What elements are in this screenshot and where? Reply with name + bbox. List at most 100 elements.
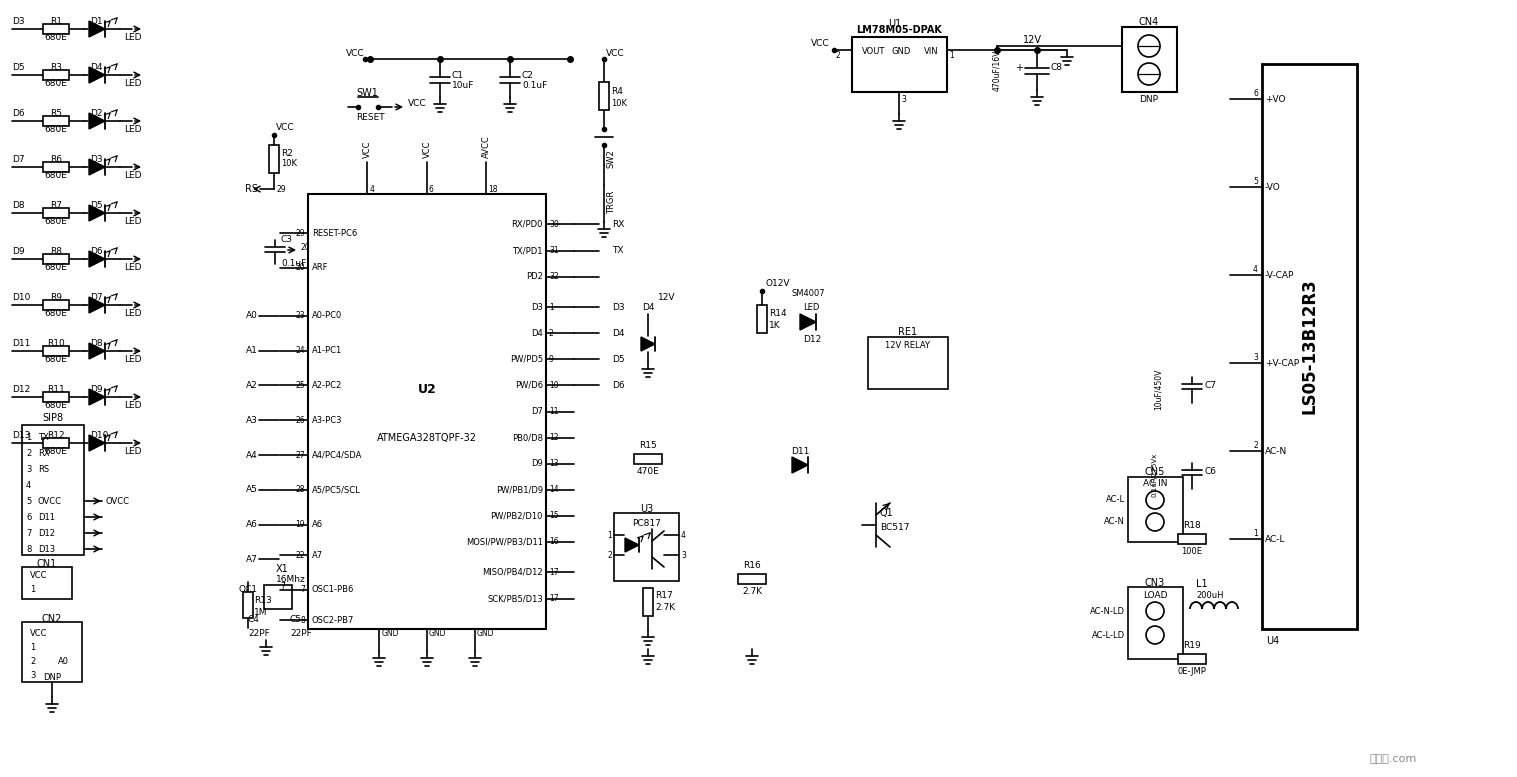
Text: 680E: 680E <box>44 78 67 88</box>
Text: VCC: VCC <box>346 48 366 57</box>
Text: C8: C8 <box>1051 64 1063 72</box>
Text: AC-L: AC-L <box>1265 535 1285 543</box>
Text: 9: 9 <box>549 355 554 364</box>
Text: 680E: 680E <box>44 170 67 179</box>
Text: VCC: VCC <box>30 570 47 580</box>
Text: C4: C4 <box>247 615 259 623</box>
Text: 2: 2 <box>30 657 35 667</box>
Text: 11: 11 <box>549 407 558 416</box>
Text: U1: U1 <box>887 19 901 29</box>
Text: OVCC: OVCC <box>106 497 130 506</box>
Text: 3: 3 <box>30 671 35 680</box>
Bar <box>634 454 661 464</box>
Text: A3-PC3: A3-PC3 <box>313 416 343 425</box>
Text: ATMEGA328TQPF-32: ATMEGA328TQPF-32 <box>378 433 476 443</box>
Text: 7: 7 <box>300 585 305 594</box>
Text: 18: 18 <box>488 186 498 194</box>
Text: R10: R10 <box>47 339 65 347</box>
Text: 1: 1 <box>30 643 35 653</box>
Text: D12: D12 <box>802 336 821 344</box>
Text: AC IN: AC IN <box>1142 479 1167 489</box>
Text: C2: C2 <box>522 71 534 79</box>
Bar <box>23 622 82 682</box>
Bar <box>1179 654 1206 664</box>
Text: A2-PC2: A2-PC2 <box>313 381 343 390</box>
Text: 3: 3 <box>26 465 32 473</box>
Polygon shape <box>90 67 105 83</box>
Text: AC-L: AC-L <box>1106 496 1126 504</box>
Text: RX: RX <box>38 448 50 458</box>
Text: PW/D6: PW/D6 <box>514 381 543 390</box>
Text: LOAD: LOAD <box>1142 591 1167 600</box>
Text: 680E: 680E <box>44 124 67 134</box>
Text: LED: LED <box>124 447 141 455</box>
Text: A4: A4 <box>246 451 258 459</box>
Text: 6: 6 <box>1253 89 1258 97</box>
Text: TRGR: TRGR <box>607 190 616 214</box>
Text: 10: 10 <box>549 381 558 390</box>
Text: +: + <box>1015 63 1022 73</box>
Circle shape <box>1145 513 1164 531</box>
Polygon shape <box>90 297 105 313</box>
Text: A5: A5 <box>246 486 258 494</box>
Text: RE1: RE1 <box>898 327 918 337</box>
Text: 0.1uF: 0.1uF <box>522 81 548 89</box>
Text: R16: R16 <box>743 562 762 570</box>
Text: A1: A1 <box>246 346 258 355</box>
Text: LED: LED <box>124 78 141 88</box>
Text: D5: D5 <box>611 355 625 364</box>
Circle shape <box>1145 626 1164 644</box>
Text: LED: LED <box>124 170 141 179</box>
Text: RESET: RESET <box>356 113 385 123</box>
Text: 5: 5 <box>26 497 32 506</box>
Text: L1: L1 <box>1195 579 1208 589</box>
Text: A0-PC0: A0-PC0 <box>313 312 343 320</box>
Text: A2: A2 <box>246 381 258 390</box>
Text: GND: GND <box>476 629 495 639</box>
Text: D13: D13 <box>38 545 55 553</box>
Text: D8: D8 <box>90 339 103 347</box>
Bar <box>1179 534 1206 544</box>
Text: R7: R7 <box>50 200 62 210</box>
Bar <box>1129 587 1183 659</box>
Text: 17: 17 <box>549 594 558 603</box>
Bar <box>757 305 768 333</box>
Text: D11: D11 <box>38 513 55 521</box>
Text: 6: 6 <box>26 513 32 521</box>
Text: C6: C6 <box>1204 466 1217 476</box>
Text: LED: LED <box>124 33 141 41</box>
Text: DNP: DNP <box>42 673 61 681</box>
Text: 20: 20 <box>296 263 305 273</box>
Text: R5: R5 <box>50 109 62 117</box>
Text: D10: D10 <box>90 430 108 440</box>
Text: 680E: 680E <box>44 308 67 318</box>
Text: 2.7K: 2.7K <box>742 587 762 597</box>
Text: R11: R11 <box>47 385 65 393</box>
Text: 6: 6 <box>429 186 434 194</box>
Bar <box>614 513 680 581</box>
Bar <box>42 346 68 356</box>
Text: CN1: CN1 <box>36 559 58 569</box>
Bar <box>42 392 68 402</box>
Text: 5: 5 <box>1253 176 1258 186</box>
Polygon shape <box>625 538 639 552</box>
Text: D4: D4 <box>611 329 625 338</box>
Text: MOSI/PW/PB3/D11: MOSI/PW/PB3/D11 <box>466 538 543 546</box>
Text: GND: GND <box>892 47 912 57</box>
Text: 31: 31 <box>549 246 558 255</box>
Text: 0.1uF: 0.1uF <box>281 260 306 269</box>
Text: D7: D7 <box>531 407 543 416</box>
Bar <box>23 425 83 555</box>
Polygon shape <box>90 435 105 451</box>
Text: C3: C3 <box>281 235 293 245</box>
Text: 22PF: 22PF <box>290 629 313 637</box>
Text: D10: D10 <box>12 294 30 302</box>
Text: 28: 28 <box>296 486 305 494</box>
Text: D6: D6 <box>12 110 24 119</box>
Text: LED: LED <box>802 304 819 312</box>
Text: D11: D11 <box>790 447 809 455</box>
Text: 2: 2 <box>549 329 554 338</box>
Text: D1: D1 <box>90 16 103 26</box>
Text: D4: D4 <box>531 329 543 338</box>
Bar <box>42 438 68 448</box>
